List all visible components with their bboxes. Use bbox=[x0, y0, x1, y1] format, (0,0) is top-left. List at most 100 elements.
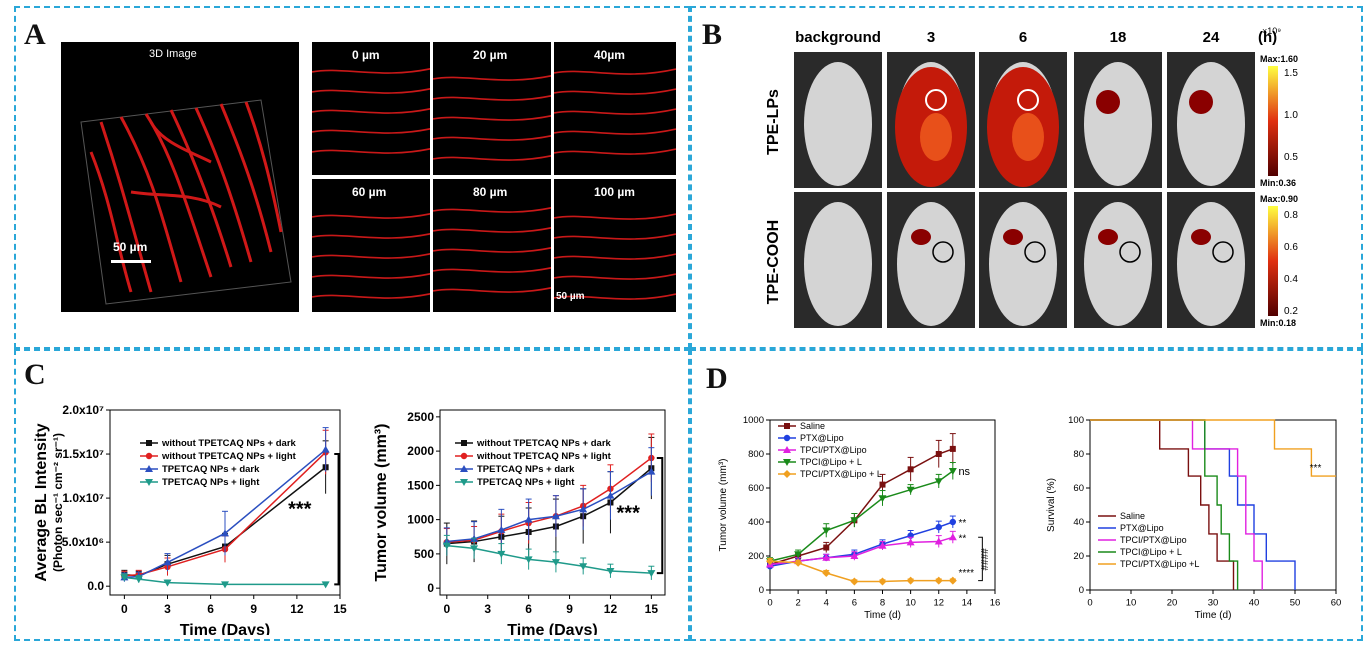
data-point bbox=[460, 452, 468, 460]
tumor-circle bbox=[932, 241, 954, 263]
legend-label: TPETCAQ NPs + dark bbox=[162, 464, 260, 475]
x-axis-label: Time (Days) bbox=[507, 622, 597, 635]
vessel-slice-render bbox=[433, 74, 551, 161]
data-point bbox=[221, 581, 229, 589]
x-tick-label: 0 bbox=[767, 598, 772, 609]
data-point bbox=[822, 569, 831, 577]
significance-label: ** bbox=[958, 518, 966, 529]
time-unit: (h) bbox=[1258, 29, 1277, 46]
x-axis-label: Time (d) bbox=[864, 610, 901, 621]
panel-c bbox=[14, 349, 690, 641]
significance-label: ** bbox=[958, 533, 966, 544]
tumor-circle bbox=[1017, 89, 1039, 111]
vessel-line bbox=[554, 108, 676, 115]
y-axis-label: Survival (%) bbox=[1046, 478, 1057, 532]
legend-label: TPCI@Lipo + L bbox=[1120, 547, 1182, 557]
series-4 bbox=[1090, 419, 1336, 477]
significance-label: *** bbox=[617, 503, 641, 525]
chart-tumor-volume-d: 0 2 4 6 8 10 12 14 16 0 200 400 600 800 1000 Time (d) Tu… bbox=[718, 415, 1000, 621]
colorbar-max: Max:1.60 bbox=[1260, 54, 1298, 64]
colorbar-tick: 0.2 bbox=[1284, 306, 1298, 317]
panel-label-d: D bbox=[706, 362, 728, 395]
y-tick-label: 1000 bbox=[743, 415, 764, 426]
column-header: background bbox=[795, 29, 881, 46]
x-tick-label: 12 bbox=[604, 602, 618, 616]
data-point bbox=[321, 445, 330, 453]
series-line bbox=[446, 471, 652, 543]
vessel-line bbox=[433, 206, 551, 213]
y-tick-label: 500 bbox=[414, 547, 434, 561]
data-point bbox=[460, 465, 468, 472]
panel-a bbox=[14, 6, 690, 349]
y-tick-label: 5.0x10⁶ bbox=[62, 535, 104, 549]
x-tick-label: 3 bbox=[484, 602, 491, 616]
series-line bbox=[769, 470, 954, 562]
data-point bbox=[647, 570, 656, 578]
y-tick-label: 1.0x10⁷ bbox=[62, 491, 104, 505]
colorbar-tick: 0.5 bbox=[1284, 152, 1298, 163]
data-point bbox=[497, 525, 506, 533]
significance-label: ns bbox=[958, 466, 970, 478]
colorbar-tick: 1.0 bbox=[1284, 110, 1298, 121]
legend-label: TPETCAQ NPs + light bbox=[477, 477, 575, 488]
scale-bar-label: 50 µm bbox=[113, 240, 148, 254]
data-point bbox=[783, 434, 791, 442]
vessel-line bbox=[433, 286, 551, 293]
colorbar-exponent: ×10⁹ bbox=[1262, 26, 1281, 36]
series-3 bbox=[442, 534, 656, 580]
y-tick-label: 20 bbox=[1073, 551, 1084, 562]
mouse-body bbox=[804, 202, 872, 326]
vessel-line bbox=[433, 114, 551, 121]
y-axis-label: Average BL Intensity bbox=[33, 423, 50, 581]
vessel-slice-render bbox=[312, 212, 430, 299]
column-header: 3 bbox=[927, 29, 935, 46]
vessel-line bbox=[554, 213, 676, 220]
vessel-line bbox=[554, 293, 676, 300]
data-point bbox=[134, 576, 143, 584]
x-tick-label: 0 bbox=[443, 602, 450, 616]
x-tick-label: 6 bbox=[525, 602, 532, 616]
data-point bbox=[934, 576, 943, 585]
significance-bracket bbox=[656, 456, 664, 575]
fluorescence-signal bbox=[1191, 229, 1211, 245]
data-point bbox=[794, 558, 803, 567]
vessel-3d-image: 3D Image 50 µm bbox=[61, 42, 299, 312]
panel-b bbox=[690, 6, 1363, 349]
data-point bbox=[579, 505, 588, 513]
data-point bbox=[906, 486, 915, 494]
x-tick-label: 8 bbox=[880, 598, 885, 609]
colorbar-tick: 0.8 bbox=[1284, 210, 1298, 221]
legend-label: TPCI/PTX@Lipo bbox=[1120, 535, 1187, 545]
x-tick-label: 6 bbox=[207, 602, 214, 616]
vessel-slice-render bbox=[554, 213, 676, 300]
vessel-line bbox=[433, 74, 551, 81]
x-tick-label: 12 bbox=[290, 602, 304, 616]
vessel-slice-render bbox=[554, 68, 676, 155]
data-point bbox=[163, 579, 172, 587]
vessel-line bbox=[433, 134, 551, 141]
data-point bbox=[145, 465, 153, 472]
significance-bracket bbox=[978, 536, 983, 582]
y-axis-label-unit: (Photon sec⁻¹ cm⁻² sr⁻¹) bbox=[51, 433, 65, 572]
survival-curve bbox=[1090, 419, 1336, 477]
y-tick-label: 0 bbox=[1079, 585, 1084, 596]
colorbar-tick: 0.6 bbox=[1284, 242, 1298, 253]
depth-label: 60 µm bbox=[352, 185, 387, 199]
x-axis-label: Time (d) bbox=[1195, 610, 1232, 621]
data-point bbox=[146, 440, 152, 446]
series-line bbox=[446, 467, 652, 545]
imaging-panel: background 3 6 18 24 (h) TPE-LPs TPE-COOH ×10⁹ Ma… bbox=[700, 20, 1360, 340]
depth-label: 80 µm bbox=[473, 185, 508, 199]
data-point bbox=[784, 423, 790, 429]
depth-label: 20 µm bbox=[473, 48, 508, 62]
panel-label-a: A bbox=[24, 18, 46, 51]
x-tick-label: 12 bbox=[933, 598, 944, 609]
vessel-line bbox=[554, 88, 676, 95]
panel-label-b: B bbox=[702, 18, 723, 51]
series-3 bbox=[120, 573, 330, 589]
depth-slice-grid: 0 µm 20 µm 40µm 60 µm 80 µm 100 µm 50 µm bbox=[312, 42, 676, 312]
legend-label: TPCI@Lipo + L bbox=[800, 457, 862, 467]
vessel-line bbox=[554, 148, 676, 155]
data-point bbox=[551, 559, 560, 567]
y-tick-label: 400 bbox=[748, 517, 764, 528]
